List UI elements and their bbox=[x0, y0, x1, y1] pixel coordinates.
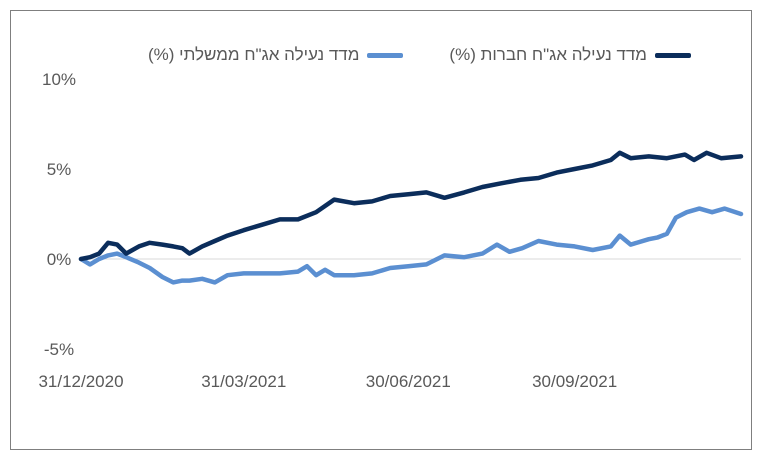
legend-label-government: מדד נעילה אג"ח ממשלתי (%) bbox=[148, 45, 360, 64]
chart-frame: מדד נעילה אג"ח חברות (%) מדד נעילה אג"ח … bbox=[10, 10, 752, 450]
legend-item-corporate: מדד נעילה אג"ח חברות (%) bbox=[449, 45, 691, 65]
legend: מדד נעילה אג"ח חברות (%) מדד נעילה אג"ח … bbox=[148, 45, 691, 65]
x-tick-label: 31/12/2020 bbox=[38, 372, 123, 391]
series-line-government bbox=[78, 206, 744, 285]
x-tick-label: 30/06/2021 bbox=[366, 372, 451, 391]
x-tick-label: 30/09/2021 bbox=[532, 372, 617, 391]
legend-swatch-government bbox=[367, 52, 404, 58]
y-tick-label: -5% bbox=[44, 340, 74, 359]
y-tick-label: 5% bbox=[47, 160, 72, 179]
legend-swatch-corporate bbox=[655, 52, 691, 58]
series-line-corporate bbox=[78, 150, 744, 262]
x-tick-label: 31/03/2021 bbox=[201, 372, 286, 391]
y-tick-label: 10% bbox=[42, 70, 76, 89]
y-tick-label: 0% bbox=[47, 250, 72, 269]
legend-label-corporate: מדד נעילה אג"ח חברות (%) bbox=[449, 45, 647, 64]
legend-item-government: מדד נעילה אג"ח ממשלתי (%) bbox=[148, 45, 404, 65]
line-chart: 10% 5% 0% -5% 31/12/2020 31/03/2021 30/06/2021… bbox=[38, 70, 744, 391]
